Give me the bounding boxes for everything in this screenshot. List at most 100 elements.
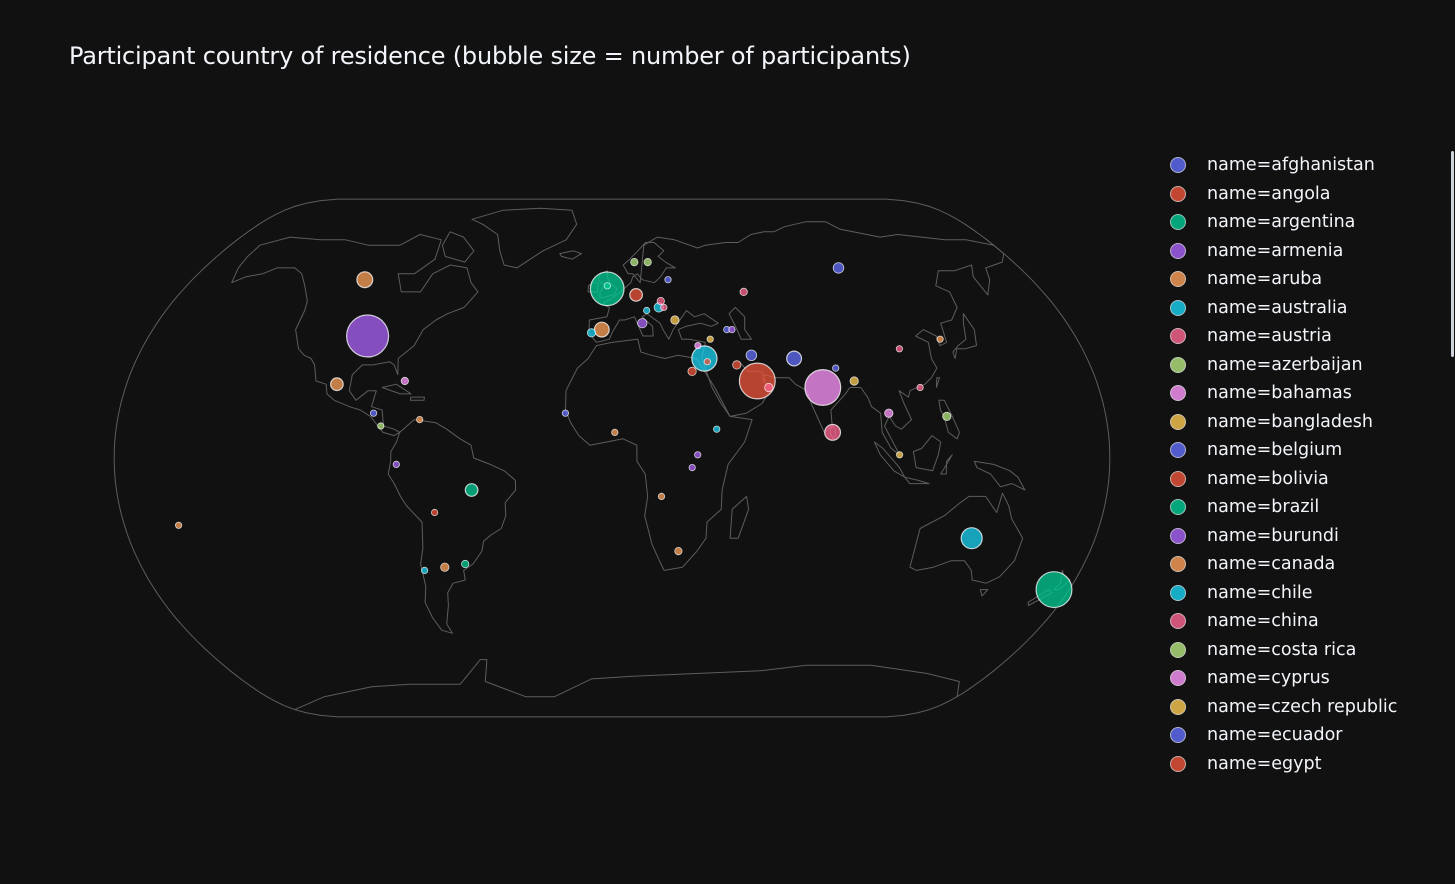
legend-label: name=brazil: [1207, 497, 1320, 518]
legend-item[interactable]: name=brazil: [1166, 493, 1446, 522]
country-bubble[interactable]: [611, 428, 619, 436]
country-bubble[interactable]: [688, 463, 696, 472]
legend-item[interactable]: name=china: [1166, 607, 1446, 636]
legend-item[interactable]: name=costa rica: [1166, 636, 1446, 665]
country-bubble[interactable]: [629, 288, 643, 302]
legend-item[interactable]: name=afghanistan: [1166, 151, 1446, 180]
coastline-borneo: [912, 435, 942, 472]
legend-item[interactable]: name=azerbaijan: [1166, 351, 1446, 380]
country-bubble[interactable]: [670, 315, 680, 325]
country-bubble[interactable]: [416, 415, 424, 424]
country-bubble[interactable]: [656, 296, 665, 306]
country-bubble[interactable]: [660, 303, 668, 311]
legend-item[interactable]: name=bahamas: [1166, 379, 1446, 408]
legend-marker-icon: [1170, 698, 1186, 715]
country-bubble[interactable]: [687, 366, 697, 376]
country-bubble[interactable]: [832, 262, 845, 274]
legend-item[interactable]: name=canada: [1166, 550, 1446, 579]
country-bubble[interactable]: [461, 559, 470, 569]
country-bubble[interactable]: [603, 282, 611, 290]
country-bubble[interactable]: [637, 318, 648, 329]
country-bubble[interactable]: [764, 382, 774, 393]
legend-item[interactable]: name=ecuador: [1166, 721, 1446, 750]
country-bubble[interactable]: [804, 369, 842, 407]
legend-item[interactable]: name=argentina: [1166, 208, 1446, 237]
country-bubble[interactable]: [895, 345, 904, 353]
country-bubble[interactable]: [430, 508, 439, 517]
country-bubble[interactable]: [440, 562, 450, 572]
legend-marker-icon: [1170, 670, 1186, 687]
country-bubble[interactable]: [936, 335, 944, 343]
country-bubble[interactable]: [786, 350, 803, 367]
legend-item[interactable]: name=armenia: [1166, 237, 1446, 266]
legend-marker-icon: [1170, 157, 1186, 174]
coastline-africa: [565, 338, 753, 571]
country-bubble[interactable]: [664, 276, 672, 284]
country-bubble[interactable]: [691, 345, 718, 372]
legend-item[interactable]: name=aruba: [1166, 265, 1446, 294]
country-bubble[interactable]: [713, 425, 721, 433]
country-bubble[interactable]: [942, 411, 952, 421]
country-bubble[interactable]: [643, 257, 652, 267]
country-bubble[interactable]: [674, 546, 683, 556]
country-bubble[interactable]: [420, 566, 429, 575]
legend-marker-icon: [1170, 214, 1186, 231]
country-bubble[interactable]: [593, 321, 610, 338]
legend-item[interactable]: name=chile: [1166, 579, 1446, 608]
country-bubble[interactable]: [586, 328, 597, 338]
country-bubble[interactable]: [832, 364, 840, 372]
country-bubble[interactable]: [824, 423, 842, 441]
country-bubble[interactable]: [1035, 571, 1073, 609]
country-bubble[interactable]: [369, 409, 378, 417]
country-bubble[interactable]: [703, 358, 711, 366]
legend-item[interactable]: name=czech republic: [1166, 693, 1446, 722]
coastline-iceland: [559, 250, 582, 260]
legend-item[interactable]: name=egypt: [1166, 750, 1446, 779]
legend[interactable]: name=afghanistan name=angola name=argentin…: [1166, 151, 1446, 778]
legend-label: name=ecuador: [1207, 725, 1343, 746]
coastline-philippines: [938, 399, 960, 440]
country-bubble[interactable]: [738, 362, 776, 400]
country-bubble[interactable]: [739, 287, 748, 296]
legend-item[interactable]: name=belgium: [1166, 436, 1446, 465]
country-bubble[interactable]: [732, 360, 742, 370]
country-bubble[interactable]: [377, 422, 385, 430]
country-bubble[interactable]: [356, 271, 374, 289]
legend-item[interactable]: name=australia: [1166, 294, 1446, 323]
country-bubble[interactable]: [630, 257, 639, 267]
country-bubble[interactable]: [346, 314, 390, 358]
legend-item[interactable]: name=austria: [1166, 322, 1446, 351]
country-bubble[interactable]: [400, 376, 409, 386]
country-bubble[interactable]: [706, 335, 714, 343]
legend-label: name=austria: [1207, 326, 1332, 347]
country-bubble[interactable]: [728, 325, 736, 334]
country-bubble[interactable]: [745, 349, 758, 362]
legend-item[interactable]: name=bangladesh: [1166, 408, 1446, 437]
legend-label: name=canada: [1207, 554, 1336, 575]
country-bubble[interactable]: [895, 451, 904, 459]
legend-label: name=argentina: [1207, 212, 1356, 233]
country-bubble[interactable]: [657, 492, 666, 500]
legend-item[interactable]: name=bolivia: [1166, 465, 1446, 494]
coastline-new-guinea: [973, 460, 1026, 491]
country-bubble[interactable]: [330, 377, 344, 392]
legend-item[interactable]: name=angola: [1166, 180, 1446, 209]
country-bubble[interactable]: [694, 341, 702, 350]
country-bubble[interactable]: [392, 460, 400, 468]
country-bubble[interactable]: [694, 451, 702, 459]
country-bubble[interactable]: [464, 483, 479, 497]
legend-item[interactable]: name=cyprus: [1166, 664, 1446, 693]
country-bubble[interactable]: [561, 409, 570, 417]
country-bubble[interactable]: [884, 408, 894, 418]
country-bubble[interactable]: [175, 521, 183, 529]
country-bubble[interactable]: [916, 383, 924, 392]
legend-item[interactable]: name=burundi: [1166, 522, 1446, 551]
coastline-sumatra: [873, 441, 906, 478]
country-bubble[interactable]: [643, 306, 651, 315]
legend-label: name=afghanistan: [1207, 155, 1375, 176]
legend-scrollbar[interactable]: [1451, 151, 1454, 357]
country-bubble[interactable]: [960, 527, 983, 550]
country-bubble[interactable]: [849, 376, 859, 386]
legend-label: name=china: [1207, 611, 1319, 632]
